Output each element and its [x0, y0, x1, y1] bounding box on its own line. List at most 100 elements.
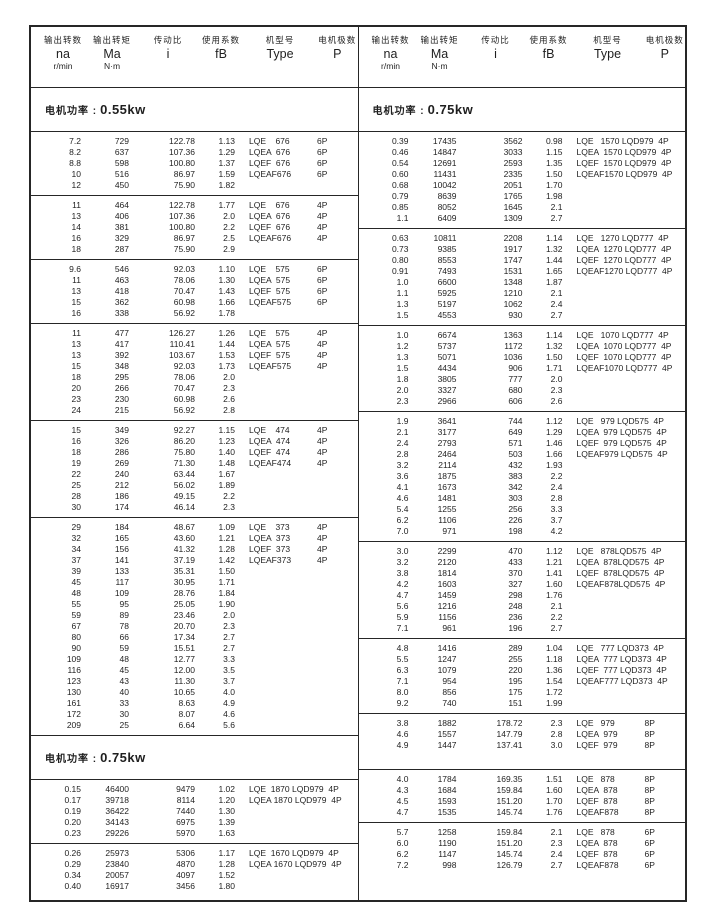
- cell-output-torque: 1147: [438, 849, 457, 859]
- cell-output-speed: 11: [72, 200, 81, 210]
- cell-model-type: LQEA 979: [576, 729, 618, 739]
- header-label-zh: 使用系数: [529, 35, 568, 45]
- cell-output-torque: 1481: [437, 493, 457, 503]
- cell-poles: [645, 438, 686, 449]
- cell-output-torque: 1875: [437, 471, 457, 481]
- cell-model-type: LQEA 1570 LQD979 4P: [576, 147, 672, 157]
- cell-output-torque: 287: [114, 244, 129, 254]
- cell-output-speed: 7.2: [396, 860, 409, 870]
- cell-service-factor: 2.7: [550, 310, 563, 320]
- cell-poles: [645, 515, 686, 526]
- cell-output-speed: 7.1: [396, 623, 409, 633]
- cell-model-type: [571, 590, 645, 601]
- cell-ratio: 571: [508, 438, 523, 448]
- motor-power-label: 电机功率 :: [372, 106, 425, 117]
- table-row: 3.0 2299 470 1.12 LQE 878LQD575 4P: [359, 546, 686, 557]
- cell-output-speed: 39: [71, 566, 81, 576]
- cell-service-factor: 1.90: [218, 599, 235, 609]
- cell-output-torque: 3327: [437, 385, 457, 395]
- cell-poles: 4P: [317, 361, 328, 371]
- cell-output-speed: 1.2: [396, 341, 409, 351]
- table-row: 37 141 37.19 1.42 LQEAF373 4P: [31, 555, 358, 566]
- cell-poles: [645, 352, 686, 363]
- cell-output-torque: 66: [119, 632, 129, 642]
- cell-output-speed: 9.2: [396, 698, 409, 708]
- cell-ratio: 35.31: [173, 566, 195, 576]
- table-row: 11 477 126.27 1.26 LQE 575 4P: [31, 328, 358, 339]
- cell-model-type: LQEAF878: [576, 860, 619, 870]
- cell-ratio: 92.03: [173, 361, 195, 371]
- cell-poles: [645, 158, 686, 169]
- cell-poles: 6P: [317, 286, 328, 296]
- cell-output-torque: 9385: [437, 244, 457, 254]
- cell-output-speed: 29: [71, 522, 81, 532]
- cell-poles: [645, 612, 686, 623]
- header-symbol: P: [333, 46, 342, 61]
- cell-output-speed: 13: [71, 339, 81, 349]
- cell-ratio: 122.78: [169, 200, 195, 210]
- table-row: 0.15 46400 9479 1.02 LQE 1870 LQD979 4P: [31, 784, 358, 795]
- cell-service-factor: 1.12: [545, 546, 563, 556]
- cell-service-factor: 2.8: [550, 729, 563, 739]
- cell-ratio: 137.41: [496, 740, 523, 750]
- cell-output-speed: 24: [71, 405, 81, 415]
- cell-service-factor: 1.50: [545, 352, 563, 362]
- cell-poles: 6P: [644, 849, 655, 859]
- cell-output-speed: 8.2: [69, 147, 81, 157]
- cell-model-type: [243, 405, 317, 416]
- cell-poles: [317, 643, 358, 654]
- cell-model-type: [243, 621, 317, 632]
- cell-poles: 4P: [317, 222, 328, 232]
- cell-ratio: 37.19: [173, 555, 195, 565]
- cell-service-factor: 2.3: [550, 385, 563, 395]
- cell-output-speed: 3.2: [396, 557, 409, 567]
- cell-ratio: 1172: [504, 341, 523, 351]
- cell-output-speed: 6.2: [396, 849, 409, 859]
- table-row: 15 349 92.27 1.15 LQE 474 4P: [31, 425, 358, 436]
- cell-output-torque: 2114: [438, 460, 457, 470]
- cell-output-torque: 998: [442, 860, 457, 870]
- cell-service-factor: 2.1: [550, 827, 563, 837]
- header-symbol: fB: [215, 46, 227, 61]
- cell-output-speed: 0.63: [391, 233, 409, 243]
- table-row: 0.23 29226 5970 1.63: [31, 828, 358, 839]
- cell-output-torque: 1255: [437, 504, 457, 514]
- header-symbol: Type: [593, 46, 622, 61]
- table-row: 18 287 75.90 2.9: [31, 244, 358, 255]
- cell-poles: [317, 676, 358, 687]
- header-na: 输出转数 na r/min: [367, 36, 415, 71]
- cell-output-speed: 23: [71, 394, 81, 404]
- cell-output-torque: 1247: [437, 654, 457, 664]
- table-row: 6.2 1106 226 3.7: [359, 515, 686, 526]
- cell-ratio: 1062: [503, 299, 523, 309]
- cell-output-torque: 36422: [105, 806, 129, 816]
- cell-ratio: 41.32: [173, 544, 195, 554]
- cell-output-speed: 3.8: [396, 568, 409, 578]
- cell-model-type: LQEA 878: [576, 838, 618, 848]
- cell-output-torque: 5737: [437, 341, 457, 351]
- cell-output-speed: 5.5: [396, 654, 409, 664]
- table-row: 7.2 998 126.79 2.7 LQEAF878 6P: [359, 860, 686, 871]
- cell-output-speed: 5.4: [396, 504, 409, 514]
- cell-output-speed: 130: [66, 687, 81, 697]
- cell-model-type: LQEAF1070 LQD777 4P: [576, 363, 673, 373]
- cell-model-type: LQEA 373: [249, 533, 291, 543]
- cell-model-type: [571, 515, 645, 526]
- cell-output-speed: 6.2: [396, 515, 409, 525]
- table-row: 0.54 12691 2593 1.35 LQEF 1570 LQD979 4P: [359, 158, 686, 169]
- cell-output-speed: 16: [71, 233, 81, 243]
- cell-service-factor: 2.3: [550, 718, 563, 728]
- table-row: 0.26 25973 5306 1.17 LQE 1670 LQD979 4P: [31, 848, 358, 859]
- header-label-zh: 输出转矩: [92, 35, 131, 45]
- table-row: 34 156 41.32 1.28 LQEF 373 4P: [31, 544, 358, 555]
- cell-poles: [645, 341, 686, 352]
- cell-poles: [645, 244, 686, 255]
- cell-output-torque: 12691: [432, 158, 457, 168]
- cell-poles: [317, 372, 358, 383]
- cell-poles: [317, 502, 358, 513]
- table-row: 5.6 1216 248 2.1: [359, 601, 686, 612]
- cell-service-factor: 0.98: [545, 136, 563, 146]
- cell-output-torque: 165: [114, 533, 129, 543]
- cell-ratio: 122.78: [169, 136, 195, 146]
- cell-poles: [645, 568, 686, 579]
